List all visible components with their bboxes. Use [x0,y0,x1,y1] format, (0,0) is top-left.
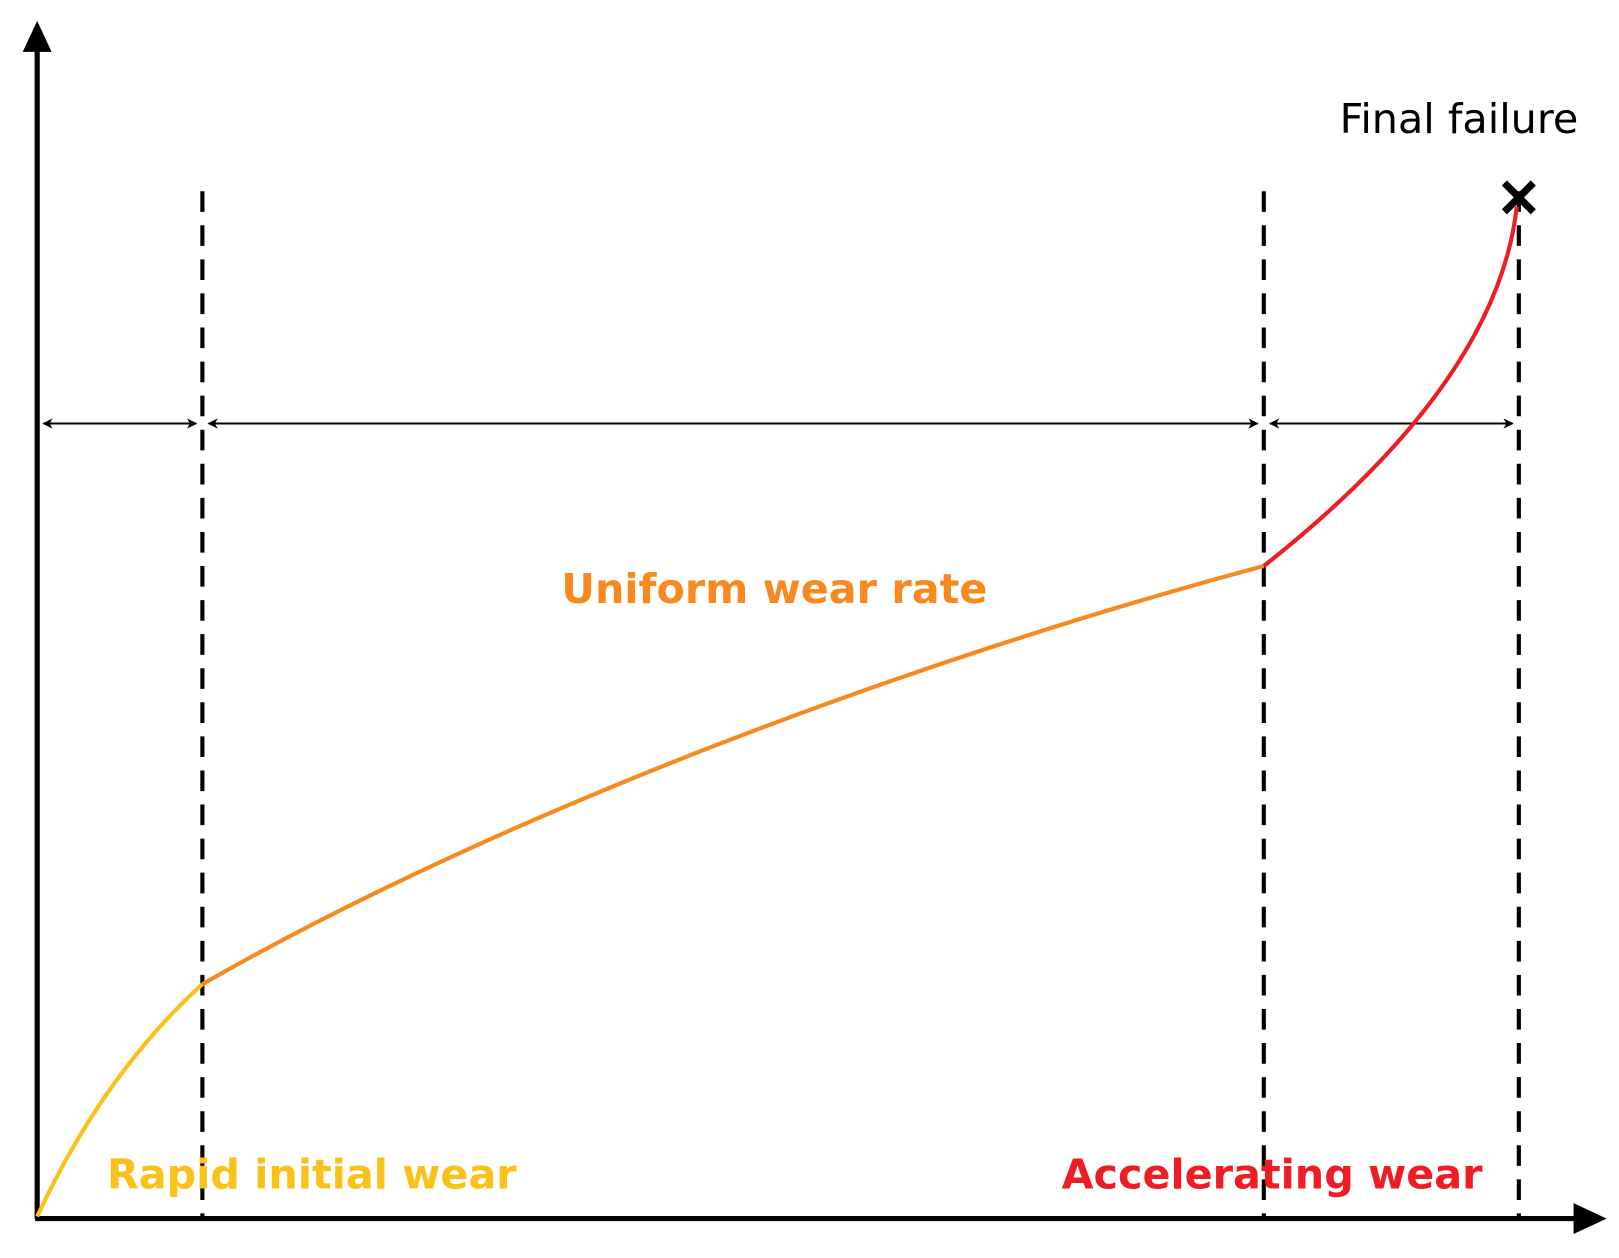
uniform-label: Uniform wear rate [561,565,987,613]
x-axis-arrow [1573,1203,1607,1235]
uniform-curve [201,564,1265,986]
accelerating-label: Accelerating wear [1062,1150,1484,1198]
phase-dividers [200,191,1521,1219]
final-failure-label: Final failure [1340,95,1579,143]
accelerating-curve [1262,206,1519,568]
rapid-label: Rapid initial wear [107,1150,517,1198]
y-axis-arrow [22,20,52,52]
failure-mark [1501,180,1536,215]
rapid-curve [35,982,204,1218]
